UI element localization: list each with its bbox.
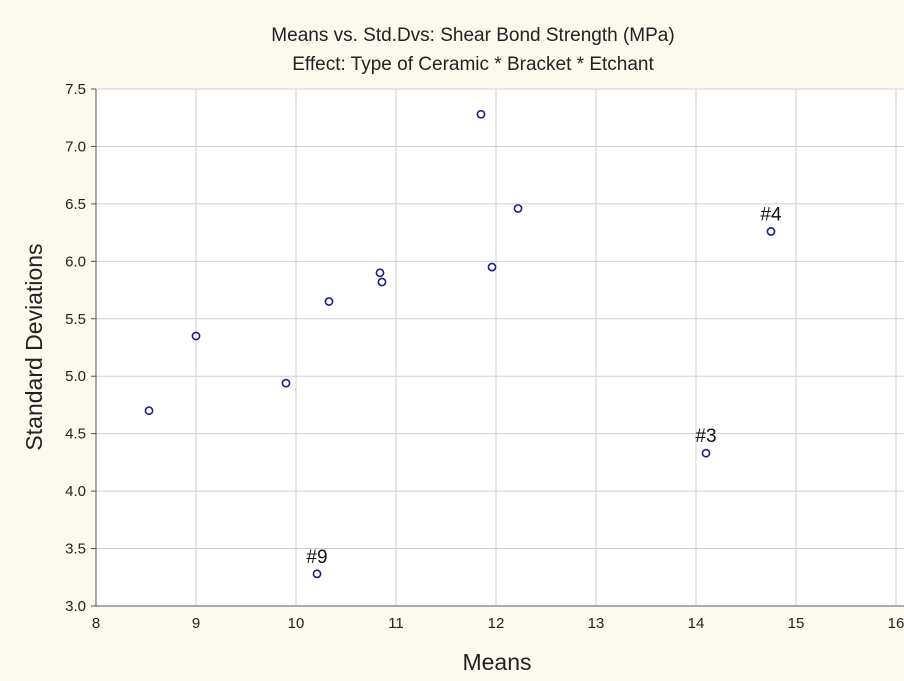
chart-subtitle: Effect: Type of Ceramic * Bracket * Etch… — [292, 54, 654, 75]
y-tick-label: 3.5 — [65, 541, 86, 558]
y-tick-label: 5.5 — [65, 311, 86, 328]
y-tick-label: 7.0 — [65, 138, 86, 155]
x-tick-label: 8 — [92, 615, 100, 632]
x-tick-label: 14 — [688, 615, 705, 632]
y-tick-label: 7.5 — [65, 81, 86, 98]
y-tick-label: 6.5 — [65, 196, 86, 213]
x-axis-title: Means — [462, 649, 531, 675]
y-tick-label: 4.0 — [65, 483, 86, 500]
y-tick-label: 4.5 — [65, 426, 86, 443]
y-tick-label: 5.0 — [65, 368, 86, 385]
x-tick-label: 12 — [488, 615, 505, 632]
y-tick-labels: 3.0 3.5 4.0 4.5 5.0 5.5 6.0 6.5 7.0 7.5 — [65, 81, 86, 615]
x-tick-label: 11 — [388, 615, 404, 632]
x-tick-label: 16 — [888, 615, 904, 632]
point-annotation: #9 — [306, 547, 327, 568]
x-tick-labels: 8 9 10 11 12 13 14 15 16 — [92, 615, 904, 632]
y-axis-title: Standard Deviations — [21, 243, 47, 450]
chart-title: Means vs. Std.Dvs: Shear Bond Strength (… — [271, 25, 674, 46]
x-tick-label: 9 — [192, 615, 200, 632]
x-tick-label: 15 — [788, 615, 805, 632]
x-tick-label: 10 — [288, 615, 305, 632]
y-tick-label: 6.0 — [65, 253, 86, 270]
plot-area — [96, 89, 904, 606]
point-annotation: #3 — [695, 426, 716, 447]
y-tick-label: 3.0 — [65, 598, 86, 615]
point-annotation: #4 — [760, 204, 782, 225]
x-tick-label: 13 — [588, 615, 605, 632]
